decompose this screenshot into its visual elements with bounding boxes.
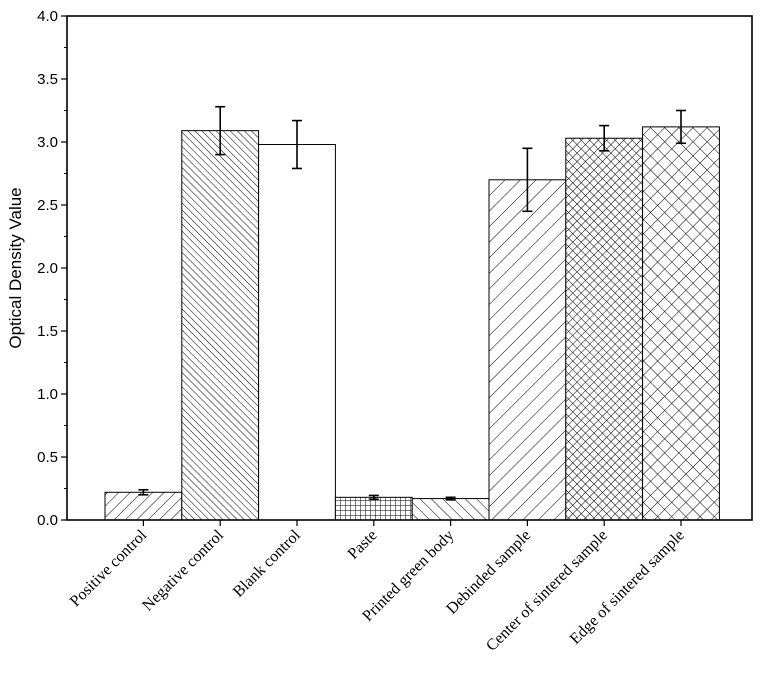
y-tick-label: 3.5	[37, 71, 58, 88]
y-tick-label: 1.0	[37, 386, 58, 403]
error-bar	[292, 119, 302, 170]
x-tick-label: Paste	[345, 527, 381, 563]
error-bar	[676, 109, 686, 145]
y-tick-label: 0.5	[37, 449, 58, 466]
y-tick-label: 3.0	[37, 134, 58, 151]
bar	[104, 491, 183, 521]
bar	[565, 137, 644, 521]
error-bar	[522, 147, 533, 213]
y-axis-ticks: 0.0 0.5 1.0 1.5 2.0 2.5 3.0 3.5 4.0	[37, 8, 67, 529]
plot-frame	[66, 15, 753, 521]
y-axis-label: Optical Density Value	[6, 187, 25, 348]
error-bar	[368, 494, 379, 501]
y-tick-label: 0.0	[37, 512, 58, 529]
error-bar	[215, 105, 226, 156]
y-tick-label: 2.5	[37, 197, 58, 214]
y-tick-label: 2.0	[37, 260, 58, 277]
y-tick-label: 4.0	[37, 8, 58, 25]
bar	[258, 144, 336, 521]
bar	[642, 126, 720, 521]
error-bars	[138, 105, 686, 501]
error-bar	[445, 496, 456, 501]
x-tick-label: Blank control	[230, 526, 304, 600]
x-tick-label: Positive control	[67, 526, 151, 610]
bar	[488, 179, 567, 521]
error-bar	[138, 488, 149, 496]
y-tick-label: 1.5	[37, 323, 58, 340]
x-tick-label: Negative control	[139, 526, 227, 614]
bar	[181, 130, 260, 521]
bar	[411, 498, 490, 521]
bars	[104, 126, 720, 521]
bar	[334, 496, 413, 521]
error-bar	[599, 124, 610, 152]
x-axis-ticks	[142, 520, 682, 526]
